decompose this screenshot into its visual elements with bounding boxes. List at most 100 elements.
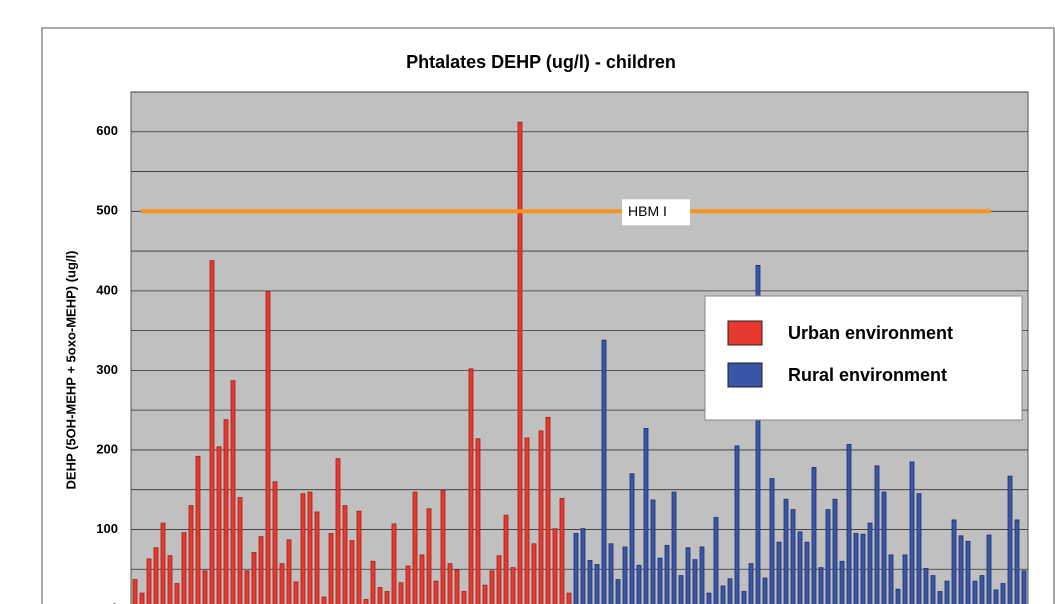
bar [986,534,992,604]
bar [860,533,866,604]
bar [356,510,362,604]
bar [510,567,516,604]
bar [608,543,614,604]
bar [559,498,565,604]
bar [832,498,838,604]
y-tick-label: 100 [96,521,118,536]
bar [741,591,747,604]
bar [377,587,383,604]
bar [209,260,215,604]
bar [678,575,684,604]
bar [762,577,768,604]
bar [174,583,180,604]
bar [692,559,698,604]
bar [965,540,971,604]
bar [790,509,796,604]
bar [664,544,670,604]
bar [930,575,936,604]
bar [258,536,264,604]
bar [895,588,901,604]
bar [699,546,705,604]
bar [1007,475,1013,604]
bar [188,505,194,604]
bar [237,497,243,604]
chart-title: Phtalates DEHP (ug/l) - children [406,52,676,72]
bar [685,547,691,604]
bar [279,563,285,604]
bar [545,416,551,604]
bar [734,445,740,604]
y-tick-label: 0 [111,600,118,604]
bar [419,554,425,604]
bar [363,599,369,604]
bar [202,570,208,604]
bar [524,437,530,604]
bar [230,380,236,604]
bar [440,490,446,604]
bar [244,570,250,604]
bar [881,491,887,604]
bar [867,522,873,604]
bar [391,523,397,604]
bar [412,491,418,604]
bar [349,540,355,604]
bar [454,569,460,604]
bar [937,591,943,604]
bar [538,430,544,604]
bar [839,560,845,604]
reference-label-box [622,199,690,226]
bar [923,568,929,604]
bar [748,563,754,604]
bar [615,579,621,604]
bar [993,589,999,604]
bar [160,522,166,604]
bar [468,368,474,604]
bar [573,533,579,604]
bar [706,592,712,604]
bar [153,547,159,604]
bar [951,519,957,604]
bar [902,554,908,604]
bar [818,567,824,604]
legend-swatch [727,362,763,388]
bar [622,546,628,604]
bar [475,438,481,604]
bar [1014,519,1020,604]
bar [629,473,635,604]
bar [566,592,572,604]
bar [503,514,509,604]
bar [755,264,761,604]
bar [146,558,152,604]
bar [426,508,432,604]
y-tick-label: 600 [96,123,118,138]
bar [958,535,964,604]
bar [433,580,439,604]
bar [181,532,187,604]
bar [650,499,656,604]
bar [517,121,523,604]
bar [328,533,334,604]
bar [139,592,145,604]
bar [776,541,782,604]
bar [825,509,831,604]
bar [972,580,978,604]
bar [531,543,537,604]
bar [846,443,852,604]
bar [167,555,173,604]
bar [265,291,271,604]
bar [797,531,803,604]
bar [587,560,593,604]
bar [888,554,894,604]
bar [321,596,327,604]
bar [601,339,607,604]
bar [398,582,404,604]
bar [657,557,663,604]
y-axis-label: DEHP (5OH-MEHP + 5oxo-MEHP) (ug/l) [63,251,78,490]
bar [916,493,922,604]
bar [811,467,817,604]
bar [307,491,313,604]
bar [300,493,306,604]
bar [314,511,320,604]
bar [342,505,348,604]
